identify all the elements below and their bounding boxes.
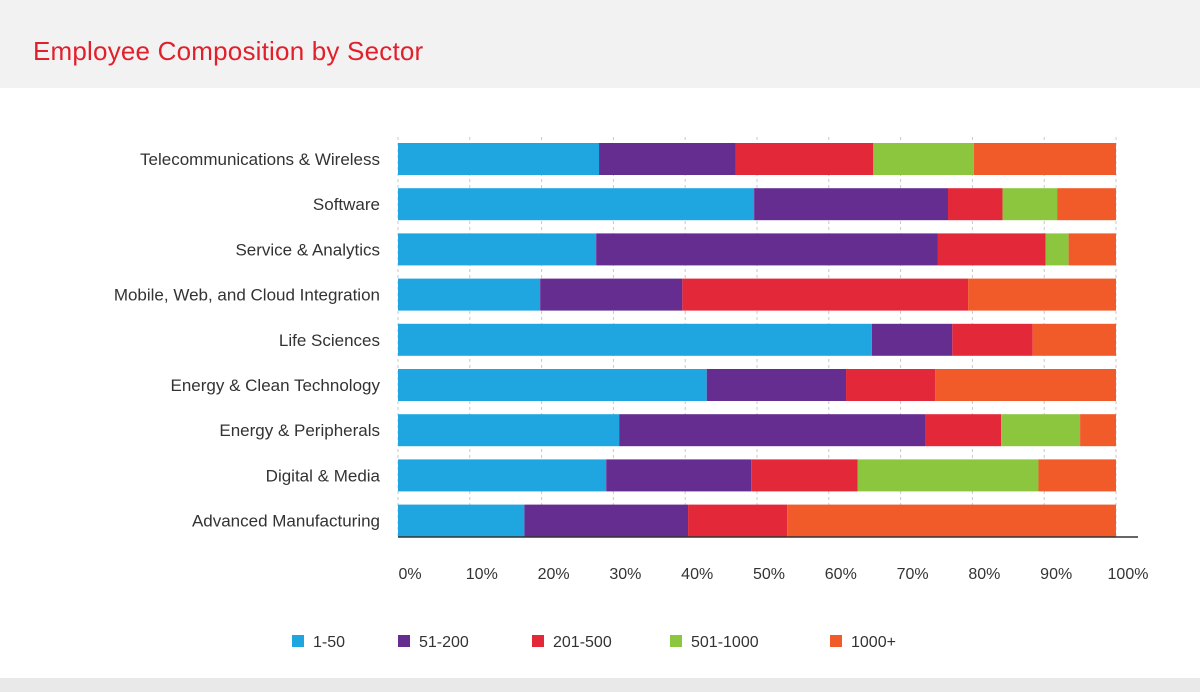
bar-telecommunications-wireless-501-1000 xyxy=(873,143,974,175)
bar-row-digital-media xyxy=(398,459,1116,492)
category-label: Digital & Media xyxy=(266,466,381,485)
bar-energy-clean-technology-1000 xyxy=(935,369,1116,401)
x-tick-label: 100% xyxy=(1108,566,1149,583)
x-tick-label: 30% xyxy=(609,566,641,583)
bar-digital-media-501-1000 xyxy=(857,459,1039,492)
bar-mobile-web-and-cloud-integration-201-500 xyxy=(682,278,969,311)
legend-swatch xyxy=(670,635,682,647)
bar-mobile-web-and-cloud-integration-51-200 xyxy=(540,278,683,311)
bar-software-501-1000 xyxy=(1002,188,1058,221)
legend-item-501-1000: 501-1000 xyxy=(670,634,759,651)
legend-item-201-500: 201-500 xyxy=(532,634,612,651)
page-title: Employee Composition by Sector xyxy=(33,36,424,66)
x-tick-label: 10% xyxy=(466,566,498,583)
legend-label: 51-200 xyxy=(419,634,469,651)
stacked-bar-chart: Telecommunications & Wireless Software Ser… xyxy=(114,137,1148,651)
bar-telecommunications-wireless-1000 xyxy=(973,143,1116,175)
bar-digital-media-201-500 xyxy=(751,459,858,492)
bar-software-201-500 xyxy=(947,188,1003,221)
legend-label: 1-50 xyxy=(313,634,345,651)
category-label: Service & Analytics xyxy=(235,240,380,259)
bars xyxy=(398,143,1116,537)
legend-item-1-50: 1-50 xyxy=(292,634,345,651)
bar-service-analytics-501-1000 xyxy=(1045,233,1069,266)
bar-service-analytics-201-500 xyxy=(937,233,1046,266)
category-label: Energy & Clean Technology xyxy=(171,376,381,395)
bar-service-analytics-1-50 xyxy=(398,233,597,266)
x-tick-label: 20% xyxy=(538,566,570,583)
bar-advanced-manufacturing-1000 xyxy=(787,504,1116,537)
bar-energy-peripherals-1000 xyxy=(1080,414,1116,447)
bar-digital-media-1-50 xyxy=(398,459,607,492)
bar-life-sciences-201-500 xyxy=(952,323,1033,356)
bar-telecommunications-wireless-201-500 xyxy=(735,143,874,175)
bar-life-sciences-1000 xyxy=(1032,323,1116,356)
bar-mobile-web-and-cloud-integration-1000 xyxy=(968,278,1116,311)
category-label: Telecommunications & Wireless xyxy=(140,150,380,169)
bar-energy-peripherals-1-50 xyxy=(398,414,620,447)
bar-service-analytics-1000 xyxy=(1068,233,1116,266)
bar-advanced-manufacturing-51-200 xyxy=(524,504,689,537)
legend-item-51-200: 51-200 xyxy=(398,634,469,651)
category-label: Energy & Peripherals xyxy=(219,421,380,440)
x-tick-label: 70% xyxy=(897,566,929,583)
bar-row-energy-peripherals xyxy=(398,414,1116,447)
bar-software-1000 xyxy=(1057,188,1116,221)
x-tick-label: 80% xyxy=(968,566,1000,583)
bar-energy-peripherals-501-1000 xyxy=(1001,414,1081,447)
bar-row-life-sciences xyxy=(398,323,1116,356)
bar-life-sciences-51-200 xyxy=(871,323,953,356)
legend-item-1000: 1000+ xyxy=(830,634,896,651)
bar-telecommunications-wireless-1-50 xyxy=(398,143,600,175)
legend-label: 1000+ xyxy=(851,634,896,651)
legend-label: 501-1000 xyxy=(691,634,759,651)
bar-advanced-manufacturing-1-50 xyxy=(398,504,525,537)
bar-software-51-200 xyxy=(754,188,948,221)
bar-row-mobile-web-and-cloud-integration xyxy=(398,278,1116,311)
bar-digital-media-1000 xyxy=(1038,459,1116,492)
legend: 1-50 51-200 201-500 501-1000 1000+ xyxy=(292,634,896,651)
bar-row-energy-clean-technology xyxy=(398,369,1116,401)
legend-label: 201-500 xyxy=(553,634,612,651)
x-tick-label: 90% xyxy=(1040,566,1072,583)
legend-swatch xyxy=(292,635,304,647)
x-tick-labels: 0% 10% 20% 30% 40% 50% 60% 70% 80% 90% 100% xyxy=(398,566,1148,583)
bar-advanced-manufacturing-201-500 xyxy=(688,504,788,537)
category-label: Mobile, Web, and Cloud Integration xyxy=(114,286,380,305)
category-label: Life Sciences xyxy=(279,331,380,350)
footer-band xyxy=(0,678,1200,692)
bar-telecommunications-wireless-51-200 xyxy=(599,143,736,175)
category-labels: Telecommunications & Wireless Software Ser… xyxy=(114,150,381,531)
bar-energy-clean-technology-1-50 xyxy=(398,369,707,401)
bar-life-sciences-1-50 xyxy=(398,323,872,356)
bar-energy-clean-technology-201-500 xyxy=(846,369,936,401)
bar-row-advanced-manufacturing xyxy=(398,504,1116,537)
bar-row-software xyxy=(398,188,1116,221)
category-label: Advanced Manufacturing xyxy=(192,512,380,531)
x-tick-label: 40% xyxy=(681,566,713,583)
bar-row-telecommunications-wireless xyxy=(398,143,1116,175)
bar-row-service-analytics xyxy=(398,233,1116,266)
bar-software-1-50 xyxy=(398,188,755,221)
bar-energy-peripherals-51-200 xyxy=(619,414,926,447)
bar-energy-clean-technology-51-200 xyxy=(706,369,847,401)
bar-service-analytics-51-200 xyxy=(596,233,938,266)
category-label: Software xyxy=(313,195,380,214)
bar-energy-peripherals-201-500 xyxy=(925,414,1002,447)
legend-swatch xyxy=(398,635,410,647)
x-tick-label: 0% xyxy=(398,566,421,583)
x-tick-label: 60% xyxy=(825,566,857,583)
bar-digital-media-51-200 xyxy=(606,459,752,492)
header-band xyxy=(0,0,1200,88)
legend-swatch xyxy=(532,635,544,647)
bar-mobile-web-and-cloud-integration-1-50 xyxy=(398,278,541,311)
x-tick-label: 50% xyxy=(753,566,785,583)
legend-swatch xyxy=(830,635,842,647)
